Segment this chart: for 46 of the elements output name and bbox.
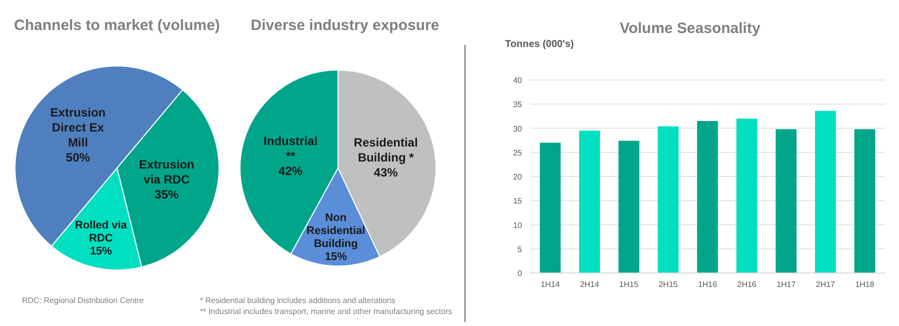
slice-label: Extrusion via RDC [139, 157, 194, 186]
bar [776, 129, 797, 273]
x-tick-label: 2H15 [658, 280, 678, 289]
slice-label: Non Residential Building [306, 212, 366, 250]
data-label: 15% [324, 251, 348, 264]
text: * Residential building includes additions and alterations [200, 296, 396, 305]
y-tick-label: 40 [513, 76, 523, 85]
slice-label: Industrial ** [264, 134, 318, 163]
x-tick-label: 1H18 [855, 280, 875, 289]
x-tick-label: 2H16 [737, 280, 757, 289]
y-tick-label: 5 [518, 244, 523, 254]
y-tick-label: 25 [513, 148, 523, 158]
slice-label: Rolled via RDC [74, 220, 128, 245]
y-tick-label: 15 [513, 196, 523, 206]
slice-label: Extrusion Direct Ex Mill [50, 106, 106, 150]
data-label: 43% [374, 165, 398, 180]
bar [540, 142, 561, 273]
x-tick-label: 1H14 [540, 280, 560, 289]
y-tick-label: 20 [513, 172, 523, 182]
chart-title: Volume Seasonality [620, 20, 761, 37]
bar [658, 126, 679, 273]
bar [854, 129, 876, 273]
x-tick-label: 1H16 [698, 280, 718, 289]
y-axis-title: Tonnes (000's) [505, 39, 574, 50]
chart-title: Diverse industry exposure [250, 17, 440, 34]
slice-label: Residential Building * [354, 135, 418, 164]
x-tick-label: 1H17 [776, 280, 796, 289]
x-tick-label: 1H15 [619, 280, 639, 289]
y-tick-label: 10 [513, 220, 523, 230]
x-tick-label: 2H17 [816, 280, 836, 289]
y-tick-label: 0 [518, 269, 523, 278]
bar [697, 121, 718, 273]
bar [618, 140, 640, 273]
data-label: 50% [66, 150, 90, 165]
text: ** Industrial includes transport, marine and other manufacturing sectors [200, 307, 452, 316]
bar [579, 130, 600, 273]
data-label: 35% [154, 187, 180, 202]
bar [736, 118, 758, 273]
data-label: 15% [90, 246, 112, 258]
bar [815, 110, 836, 273]
y-tick-label: 35 [513, 100, 523, 110]
y-tick-label: 30 [513, 124, 523, 134]
data-label: 42% [278, 164, 303, 178]
x-tick-label: 2H14 [580, 280, 600, 289]
chart-title: Channels to market (volume) [14, 17, 220, 34]
text: RDC: Regional Distribution Centre [22, 296, 144, 305]
